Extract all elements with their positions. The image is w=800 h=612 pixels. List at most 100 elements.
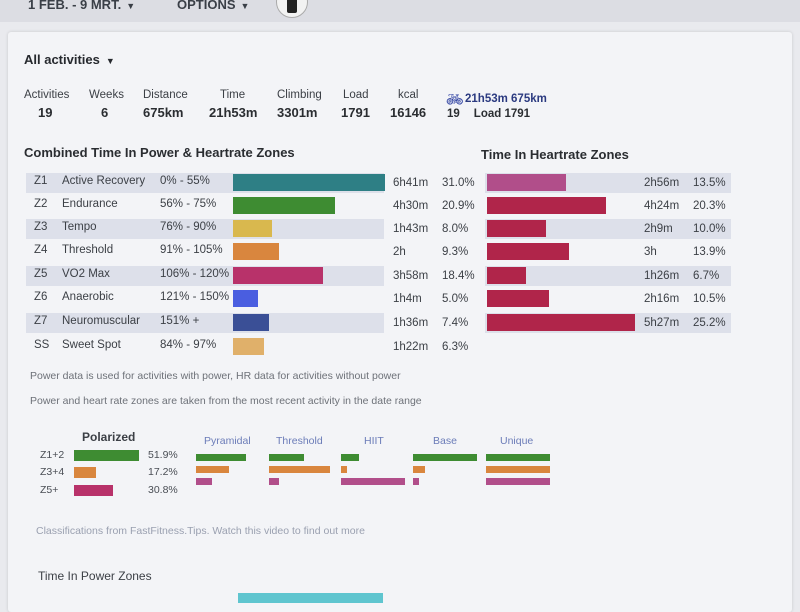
hr-zone-time: 3h — [644, 246, 657, 258]
options-dropdown[interactable]: OPTIONS ▼ — [177, 0, 249, 12]
zone-code: Z1 — [34, 175, 48, 187]
zone-time: 1h36m — [393, 317, 429, 329]
chevron-down-icon: ▼ — [240, 1, 250, 11]
zone-name: Threshold — [62, 244, 114, 256]
top-bar: 1 FEB. - 9 MRT. ▼ OPTIONS ▼ — [0, 0, 800, 22]
power-zone-row: Z2 Endurance 56% - 75% — [26, 196, 384, 216]
zone-name: Tempo — [62, 221, 97, 233]
classification-bar — [269, 478, 279, 485]
power-zone-row: SS Sweet Spot 84% - 97% — [26, 337, 384, 357]
hr-zone-percent: 10.5% — [693, 293, 726, 305]
zone-range: 151% + — [160, 315, 200, 327]
classification-bar — [486, 478, 550, 485]
classification-bar — [341, 466, 347, 473]
hr-zone-percent: 25.2% — [693, 317, 726, 329]
classification-bar — [413, 454, 477, 461]
stat-label: kcal — [398, 89, 419, 101]
stat-value: 1791 — [341, 105, 370, 120]
stat-label: Activities — [24, 89, 70, 101]
chevron-down-icon: ▼ — [126, 1, 136, 11]
chevron-down-icon: ▼ — [105, 56, 115, 66]
zone-time: 1h4m — [393, 293, 422, 305]
zone-time: 2h — [393, 246, 406, 258]
hr-zone-row — [485, 219, 731, 239]
zone-time: 3h58m — [393, 270, 429, 282]
zone-range: 84% - 97% — [160, 339, 217, 351]
hr-zone-percent: 6.7% — [693, 270, 720, 282]
zone-name: Endurance — [62, 198, 118, 210]
stat-value: 675km — [143, 105, 184, 120]
stat-value: 19 — [38, 105, 53, 120]
hr-zones-title: Time In Heartrate Zones — [481, 147, 629, 162]
stat-value: 6 — [101, 105, 109, 120]
zone-time: 4h30m — [393, 200, 429, 212]
power-zone-row: Z5 VO2 Max 106% - 120% — [26, 266, 384, 286]
classification-title: HIIT — [364, 435, 384, 447]
hr-zone-bar — [487, 290, 549, 307]
stat-label: Load — [343, 89, 369, 101]
polarized-zone-label: Z5+ — [40, 484, 59, 496]
classification-bar — [269, 466, 330, 473]
user-silhouette-icon — [287, 0, 297, 13]
zone-range: 106% - 120% — [160, 268, 230, 280]
classification-title: Threshold — [276, 435, 323, 447]
hr-zone-percent: 13.9% — [693, 246, 726, 258]
zone-code: Z2 — [34, 198, 48, 210]
power-zone-row: Z7 Neuromuscular 151% + — [26, 313, 384, 333]
zone-percent: 9.3% — [442, 246, 469, 258]
classification-bar — [413, 466, 425, 473]
hr-zone-time: 2h56m — [644, 177, 680, 189]
classification-title: Unique — [500, 435, 534, 447]
polarized-zone-label: Z3+4 — [40, 466, 65, 478]
zone-percent: 6.3% — [442, 341, 469, 353]
zone-time: 1h43m — [393, 223, 429, 235]
classification-title: Pyramidal — [204, 435, 251, 447]
stat-value: 21h53m — [209, 105, 258, 120]
classification-bar — [486, 454, 550, 461]
zone-code: Z5 — [34, 268, 48, 280]
zone-percent: 31.0% — [442, 177, 475, 189]
polarized-zone-label: Z1+2 — [40, 449, 65, 461]
power-zone-bar — [233, 290, 258, 307]
power-zone-bar-preview — [238, 593, 383, 603]
zone-percent: 18.4% — [442, 270, 475, 282]
polarized-bar — [74, 450, 139, 461]
classification-title: Base — [433, 435, 457, 447]
hr-zone-bar — [487, 197, 606, 214]
bike-icon: 🚲︎ — [446, 91, 464, 107]
classification-bar — [486, 466, 550, 473]
classification-bar — [341, 454, 359, 461]
classification-link[interactable]: Classifications from FastFitness.Tips. W… — [36, 525, 365, 537]
power-zone-bar — [233, 243, 279, 260]
polarized-bar — [74, 467, 96, 478]
polarized-percent: 17.2% — [148, 466, 178, 478]
stat-value: 16146 — [390, 105, 427, 120]
hr-zone-percent: 10.0% — [693, 223, 726, 235]
hr-zone-time: 1h26m — [644, 270, 680, 282]
zone-name: Active Recovery — [62, 175, 146, 187]
bike-summary-count: 19 — [447, 108, 460, 120]
options-label: OPTIONS — [177, 0, 236, 12]
zone-name: Sweet Spot — [62, 339, 121, 351]
avatar[interactable] — [276, 0, 308, 18]
power-zone-bar — [233, 220, 272, 237]
power-zone-bar — [233, 197, 335, 214]
stat-label: Time — [220, 89, 246, 101]
activity-filter-label: All activities — [24, 52, 100, 67]
classification-bar — [196, 466, 229, 473]
zone-code: Z6 — [34, 291, 48, 303]
activity-filter-dropdown[interactable]: All activities ▼ — [24, 52, 115, 67]
date-range-dropdown[interactable]: 1 FEB. - 9 MRT. ▼ — [28, 0, 135, 12]
zone-percent: 8.0% — [442, 223, 469, 235]
zone-time: 6h41m — [393, 177, 429, 189]
zone-code: SS — [34, 339, 50, 351]
zone-percent: 7.4% — [442, 317, 469, 329]
hr-zone-time: 5h27m — [644, 317, 680, 329]
zone-name: Anaerobic — [62, 291, 114, 303]
classification-bar — [196, 478, 212, 485]
zone-name: VO2 Max — [62, 268, 110, 280]
zone-range: 0% - 55% — [160, 175, 210, 187]
hr-zone-percent: 13.5% — [693, 177, 726, 189]
power-zones-title: Time In Power Zones — [38, 569, 152, 583]
hr-zone-bar — [487, 243, 569, 260]
